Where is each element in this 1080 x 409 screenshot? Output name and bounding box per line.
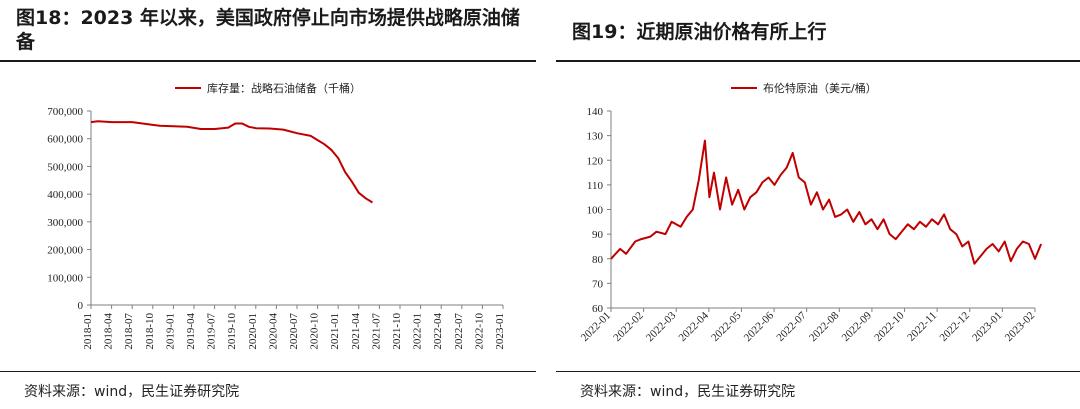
x-tick-label: 2022-12 <box>937 310 971 344</box>
title-rule <box>0 60 536 62</box>
x-tick-label: 2018-07 <box>123 313 135 350</box>
y-tick-label: 130 <box>587 131 604 143</box>
left-chart-panel: 图18：2023 年以来，美国政府停止向市场提供战略原油储备 库存量：战略石油储… <box>0 0 536 409</box>
x-tick-label: 2022-11 <box>905 310 939 344</box>
y-tick-label: 100,000 <box>47 272 83 284</box>
chart-title: 图18：2023 年以来，美国政府停止向市场提供战略原油储备 <box>16 7 520 53</box>
footer-rule <box>556 371 1080 372</box>
x-tick-label: 2018-10 <box>144 313 156 350</box>
brent-crude-chart: 布伦特原油（美元/桶） 60 70 80 90 100 110 120 130 140 2022-0… <box>579 81 1043 344</box>
y-tick-label: 110 <box>587 180 604 192</box>
y-tick-label: 300,000 <box>47 217 83 229</box>
y-tick-label: 90 <box>592 229 604 241</box>
right-chart-panel: 图19：近期原油价格有所上行 布伦特原油（美元/桶） 60 70 80 90 100 110… <box>556 0 1080 409</box>
x-tick-label: 2021-10 <box>391 313 403 350</box>
source-note: 资料来源：wind，民生证券研究院 <box>24 384 240 400</box>
x-tick-label: 2018-04 <box>103 313 115 350</box>
x-tick-label: 2023-02 <box>1003 310 1037 344</box>
x-tick-label: 2019-10 <box>226 313 238 350</box>
x-tick-label: 2022-08 <box>807 309 842 344</box>
x-tick-label: 2022-03 <box>644 309 679 344</box>
x-tick-label: 2019-01 <box>164 313 176 350</box>
series-line <box>90 120 374 204</box>
x-tick-label: 2022-10 <box>473 313 485 350</box>
chart-title: 图19：近期原油价格有所上行 <box>572 21 827 43</box>
x-tick-label: 2022-07 <box>774 309 809 344</box>
x-tick-label: 2021-07 <box>370 313 382 350</box>
x-tick-label: 2022-01 <box>412 313 424 350</box>
x-tick-label: 2021-04 <box>350 313 362 350</box>
x-tick-label: 2022-06 <box>742 309 777 344</box>
legend-label: 布伦特原油（美元/桶） <box>763 81 877 95</box>
y-tick-label: 200,000 <box>47 245 83 257</box>
x-tick-label: 2018-01 <box>82 313 94 350</box>
x-tick-label: 2022-02 <box>611 310 645 344</box>
y-tick-label: 700,000 <box>47 106 83 118</box>
y-tick-label: 120 <box>587 155 604 167</box>
x-tick-label: 2019-04 <box>185 313 197 350</box>
x-tick-label: 2020-10 <box>309 313 321 350</box>
x-tick-label: 2021-01 <box>329 313 341 350</box>
y-tick-label: 600,000 <box>47 134 83 146</box>
x-tick-label: 2020-01 <box>247 313 259 350</box>
y-tick-label: 0 <box>78 300 84 312</box>
x-tick-label: 2022-04 <box>432 313 444 350</box>
x-tick-label: 2022-07 <box>453 313 465 350</box>
x-tick-label: 2022-05 <box>709 309 744 344</box>
footer-rule <box>0 371 536 372</box>
x-tick-label: 2020-07 <box>288 313 300 350</box>
y-tick-label: 140 <box>587 106 604 118</box>
x-tick-label: 2022-09 <box>840 309 875 344</box>
x-tick-label: 2023-01 <box>494 313 506 350</box>
x-tick-label: 2020-04 <box>267 313 279 350</box>
y-tick-label: 500,000 <box>47 161 83 173</box>
strategic-reserve-chart: 库存量：战略石油储备（千桶） 0 100,000 200,000 300,000 400,… <box>47 81 506 350</box>
series-line <box>610 139 1043 265</box>
source-note: 资料来源：wind，民生证券研究院 <box>580 384 796 400</box>
x-tick-label: 2022-10 <box>872 309 907 344</box>
y-tick-label: 400,000 <box>47 189 83 201</box>
x-tick-label: 2022-04 <box>677 309 712 344</box>
title-rule <box>556 60 1080 62</box>
y-tick-label: 80 <box>592 254 604 266</box>
y-tick-label: 60 <box>592 303 604 315</box>
x-tick-label: 2019-07 <box>206 313 218 350</box>
legend: 布伦特原油（美元/桶） <box>731 81 877 95</box>
x-tick-label: 2023-01 <box>970 310 1004 344</box>
legend: 库存量：战略石油储备（千桶） <box>175 81 361 95</box>
y-tick-label: 100 <box>587 205 604 217</box>
legend-label: 库存量：战略石油储备（千桶） <box>207 81 361 95</box>
y-tick-label: 70 <box>592 278 604 290</box>
